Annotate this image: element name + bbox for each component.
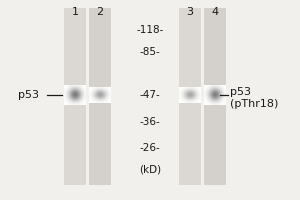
Text: -47-: -47- [140, 90, 160, 100]
Text: 2: 2 [96, 7, 103, 17]
Bar [89, 8, 111, 185]
Text: 1: 1 [71, 7, 79, 17]
Text: (pThr18): (pThr18) [230, 99, 278, 109]
Text: -26-: -26- [140, 143, 160, 153]
Text: -36-: -36- [140, 117, 160, 127]
Bar [64, 8, 86, 185]
Bar [179, 8, 201, 185]
Text: -118-: -118- [136, 25, 164, 35]
Text: 3: 3 [187, 7, 194, 17]
Text: p53: p53 [230, 87, 251, 97]
Text: (kD): (kD) [139, 165, 161, 175]
Text: -85-: -85- [140, 47, 160, 57]
Text: 4: 4 [212, 7, 219, 17]
Bar [204, 8, 226, 185]
Text: p53: p53 [18, 90, 39, 100]
